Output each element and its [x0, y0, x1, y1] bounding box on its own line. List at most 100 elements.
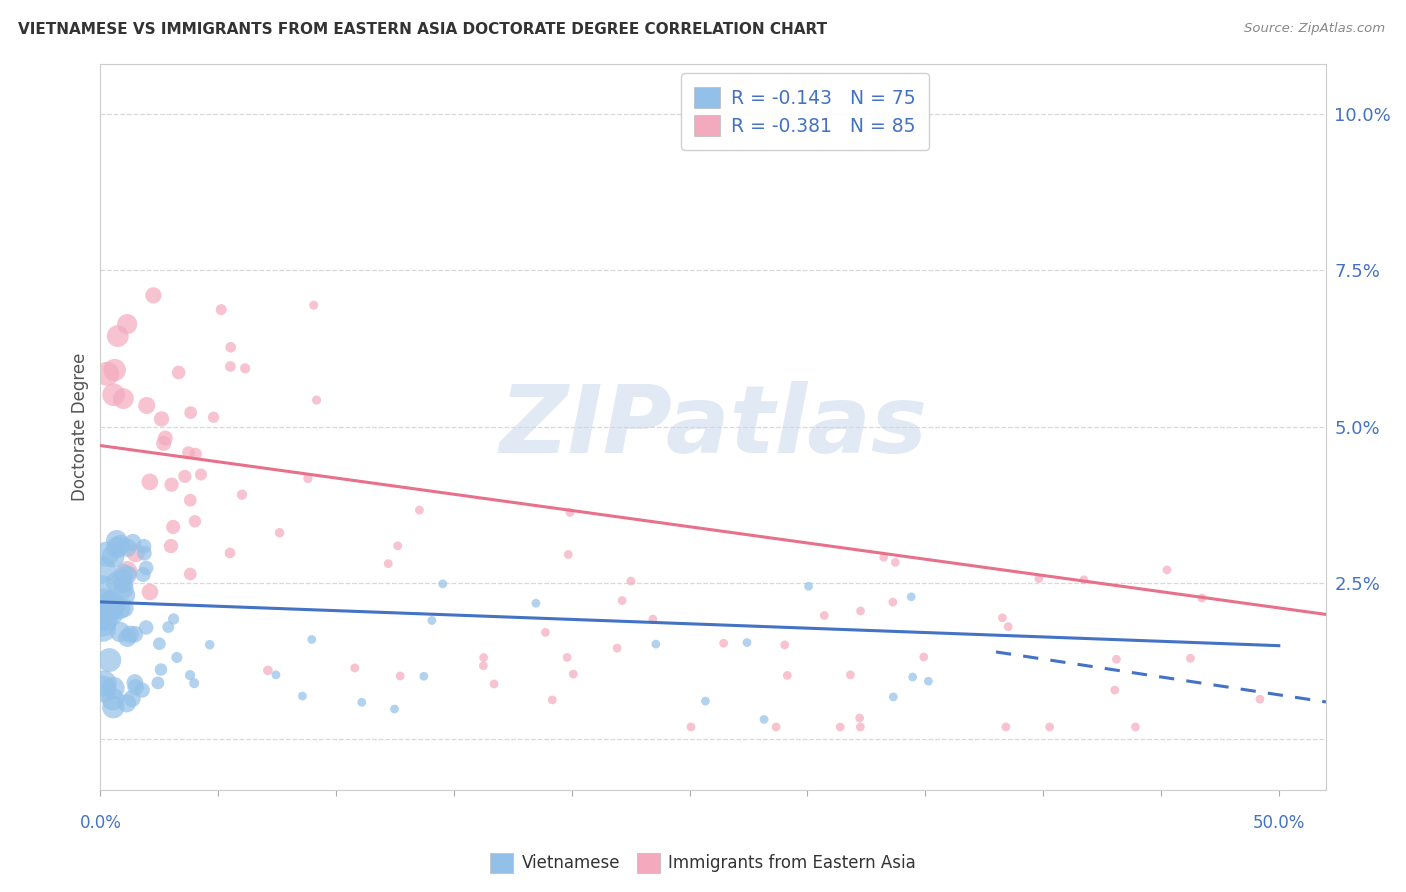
Point: [162, 612, 184, 626]
Point: [1104, 683, 1126, 698]
Point: [765, 720, 787, 734]
Point: [1039, 720, 1062, 734]
Point: [813, 608, 835, 623]
Point: [1180, 651, 1202, 665]
Point: [231, 488, 253, 502]
Point: [112, 392, 135, 406]
Point: [219, 359, 242, 374]
Point: [121, 691, 143, 706]
Point: [1028, 572, 1050, 586]
Point: [152, 436, 174, 450]
Point: [873, 550, 896, 565]
Point: [257, 664, 280, 678]
Point: [122, 535, 145, 549]
Point: [93, 594, 115, 608]
Text: ZIPatlas: ZIPatlas: [499, 381, 927, 473]
Point: [112, 566, 135, 581]
Point: [343, 661, 366, 675]
Point: [94, 610, 117, 624]
Point: [91, 622, 114, 636]
Point: [190, 467, 212, 482]
Point: [752, 713, 775, 727]
Point: [384, 702, 406, 716]
Point: [112, 576, 135, 591]
Point: [179, 567, 201, 582]
Text: 50.0%: 50.0%: [1253, 814, 1305, 832]
Point: [91, 611, 114, 625]
Point: [132, 567, 155, 582]
Point: [100, 596, 122, 610]
Point: [160, 539, 183, 553]
Point: [350, 695, 373, 709]
Point: [917, 674, 939, 689]
Point: [104, 363, 127, 377]
Point: [179, 493, 201, 508]
Y-axis label: Doctorate Degree: Doctorate Degree: [72, 352, 89, 501]
Point: [695, 694, 717, 708]
Point: [115, 696, 138, 710]
Point: [180, 406, 202, 420]
Point: [103, 681, 125, 695]
Point: [148, 637, 170, 651]
Point: [264, 668, 287, 682]
Point: [301, 632, 323, 647]
Point: [100, 607, 122, 621]
Point: [103, 388, 125, 402]
Point: [302, 298, 325, 312]
Point: [131, 683, 153, 698]
Point: [606, 641, 628, 656]
Point: [991, 611, 1014, 625]
Point: [166, 650, 188, 665]
Point: [557, 548, 579, 562]
Text: Source: ZipAtlas.com: Source: ZipAtlas.com: [1244, 22, 1385, 36]
Point: [149, 663, 172, 677]
Point: [797, 579, 820, 593]
Point: [679, 720, 702, 734]
Point: [389, 669, 412, 683]
Point: [620, 574, 643, 588]
Point: [269, 525, 291, 540]
Point: [98, 653, 121, 667]
Point: [735, 635, 758, 649]
Point: [198, 638, 221, 652]
Point: [524, 596, 547, 610]
Point: [107, 329, 129, 343]
Legend: Vietnamese, Immigrants from Eastern Asia: Vietnamese, Immigrants from Eastern Asia: [484, 847, 922, 880]
Point: [387, 539, 409, 553]
Point: [112, 582, 135, 596]
Text: 0.0%: 0.0%: [79, 814, 121, 832]
Point: [105, 541, 128, 555]
Point: [541, 693, 564, 707]
Point: [900, 590, 922, 604]
Point: [713, 636, 735, 650]
Point: [641, 612, 664, 626]
Point: [994, 720, 1017, 734]
Point: [1073, 573, 1095, 587]
Point: [1105, 652, 1128, 666]
Point: [179, 668, 201, 682]
Point: [108, 538, 131, 552]
Point: [1191, 591, 1213, 605]
Point: [377, 557, 399, 571]
Point: [202, 410, 225, 425]
Point: [124, 675, 146, 690]
Point: [124, 680, 146, 694]
Point: [776, 668, 799, 682]
Point: [117, 541, 139, 555]
Point: [135, 399, 157, 413]
Point: [103, 549, 125, 564]
Point: [146, 676, 169, 690]
Point: [1125, 720, 1147, 734]
Point: [115, 564, 138, 578]
Point: [132, 539, 155, 553]
Point: [562, 667, 585, 681]
Point: [177, 445, 200, 459]
Point: [644, 637, 666, 651]
Point: [233, 361, 256, 376]
Point: [482, 677, 505, 691]
Point: [219, 546, 242, 560]
Point: [558, 505, 581, 519]
Point: [830, 720, 852, 734]
Point: [139, 585, 162, 599]
Point: [555, 650, 578, 665]
